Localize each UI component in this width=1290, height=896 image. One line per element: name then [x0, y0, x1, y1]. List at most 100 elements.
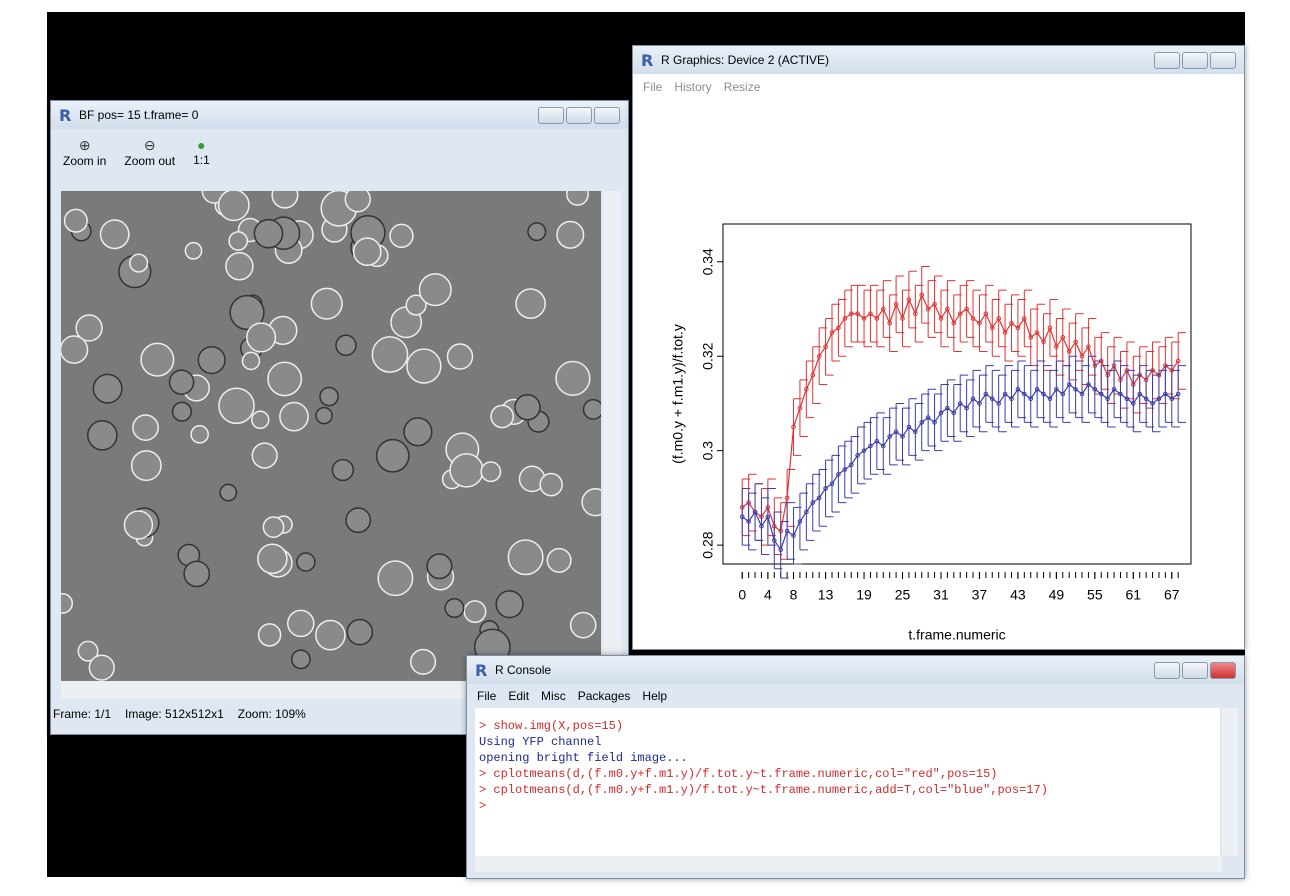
x-tick-label: 49 — [1049, 587, 1065, 603]
menu-bar: File Edit Misc Packages Help — [477, 689, 667, 703]
console-window: RR Console File Edit Misc Packages Help > sh… — [466, 655, 1245, 879]
status-text: Frame: 1/1 — [53, 707, 111, 721]
cell — [124, 511, 152, 539]
cell — [311, 288, 342, 319]
graphics-window: RR Graphics: Device 2 (ACTIVE) File Histo… — [632, 45, 1245, 650]
x-axis-label: t.frame.numeric — [908, 627, 1005, 643]
cell — [528, 223, 546, 241]
cell — [377, 440, 409, 472]
cell — [390, 224, 413, 247]
cell — [584, 400, 601, 419]
icon: ⊕ — [63, 137, 106, 154]
button-label: Zoom in — [63, 154, 106, 168]
cell — [169, 370, 193, 394]
console-line: > show.img(X,pos=15) — [479, 718, 1216, 734]
close[interactable] — [1210, 52, 1236, 69]
toolbar-button[interactable]: ●1:1 — [193, 137, 210, 185]
cell — [263, 517, 283, 537]
vertical-scrollbar[interactable] — [1222, 708, 1238, 856]
y-tick-label: 0.32 — [700, 342, 716, 369]
x-tick-label: 4 — [764, 587, 772, 603]
cell — [556, 361, 590, 395]
cell — [247, 323, 276, 352]
microscopy-image — [61, 191, 601, 681]
maximize[interactable] — [1182, 52, 1208, 69]
x-tick-label: 13 — [818, 587, 834, 603]
menu-item[interactable]: Misc — [541, 689, 566, 703]
title-bar: RR Graphics: Device 2 (ACTIVE) — [633, 46, 1244, 74]
cell — [226, 253, 253, 280]
cell — [332, 460, 353, 481]
cell — [88, 421, 117, 450]
cell — [445, 599, 464, 618]
cell — [571, 613, 596, 638]
cell — [254, 220, 282, 248]
x-tick-label: 0 — [738, 587, 746, 603]
minimize[interactable] — [1154, 52, 1180, 69]
x-tick-label: 55 — [1087, 587, 1103, 603]
close[interactable] — [594, 107, 620, 124]
x-tick-label: 8 — [790, 587, 798, 603]
cell — [450, 454, 483, 487]
y-tick-label: 0.3 — [700, 441, 716, 461]
cell — [316, 621, 345, 650]
x-tick-label: 19 — [856, 587, 872, 603]
status-text: Zoom: 109% — [238, 707, 306, 721]
icon: ⊖ — [124, 137, 175, 154]
cell — [372, 337, 407, 372]
button-label: Zoom out — [124, 154, 175, 168]
error-bar — [1178, 333, 1186, 390]
cell — [346, 508, 370, 532]
cell — [496, 591, 523, 618]
menu-item[interactable]: File — [477, 689, 496, 703]
cell — [297, 553, 315, 571]
cell — [101, 220, 129, 248]
page: RBF pos= 15 t.frame= 0 ⊕Zoom in⊖Zoom out… — [0, 0, 1290, 896]
vertical-scrollbar[interactable] — [603, 191, 621, 681]
window-title: R Console — [495, 663, 551, 677]
menu-item[interactable]: Resize — [724, 80, 761, 94]
y-tick-label: 0.34 — [700, 248, 716, 275]
cell — [191, 426, 208, 443]
menu-bar: File History Resize — [643, 80, 760, 94]
console-line: > cplotmeans(d,(f.m0.y+f.m1.y)/f.tot.y~t… — [479, 766, 1216, 782]
cell — [464, 601, 485, 622]
x-tick-label: 25 — [895, 587, 911, 603]
cell — [132, 451, 161, 480]
cell — [419, 274, 451, 306]
cell — [252, 411, 269, 428]
toolbar-button[interactable]: ⊖Zoom out — [124, 137, 175, 185]
button-label: 1:1 — [193, 153, 210, 167]
cell — [252, 443, 277, 468]
cell — [354, 238, 381, 265]
menu-item[interactable]: File — [643, 80, 662, 94]
cell — [411, 649, 436, 674]
maximize[interactable] — [566, 107, 592, 124]
cell — [185, 243, 201, 259]
close[interactable] — [1210, 662, 1236, 679]
menu-item[interactable]: History — [674, 80, 711, 94]
cell — [259, 624, 281, 646]
horizontal-scrollbar[interactable] — [475, 856, 1222, 872]
cell — [336, 335, 356, 355]
cell — [427, 554, 452, 579]
cell — [268, 362, 301, 395]
cell — [130, 254, 148, 272]
cell — [141, 343, 174, 376]
cell — [508, 540, 543, 575]
menu-item[interactable]: Packages — [578, 689, 631, 703]
menu-item[interactable]: Edit — [508, 689, 529, 703]
minimize[interactable] — [538, 107, 564, 124]
cell — [316, 408, 332, 424]
menu-item[interactable]: Help — [642, 689, 667, 703]
cell — [447, 344, 472, 369]
minimize[interactable] — [1154, 662, 1180, 679]
console-line: opening bright field image... — [479, 750, 1216, 766]
error-bar — [1178, 366, 1186, 423]
maximize[interactable] — [1182, 662, 1208, 679]
toolbar-button[interactable]: ⊕Zoom in — [63, 137, 106, 185]
cell — [557, 222, 584, 249]
